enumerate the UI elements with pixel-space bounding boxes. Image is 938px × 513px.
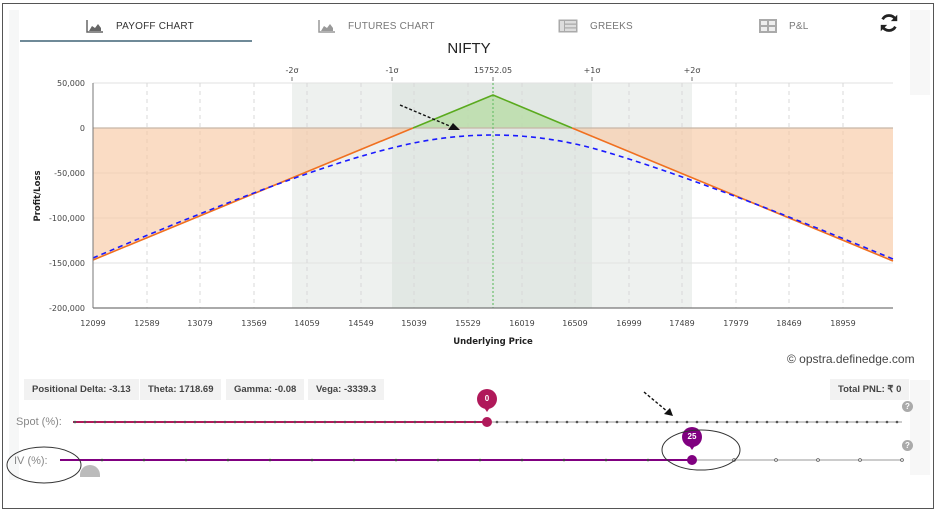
watermark: © opstra.definedge.com xyxy=(787,352,915,366)
refresh-icon[interactable] xyxy=(878,12,900,34)
spot-slider-handle[interactable] xyxy=(482,417,492,427)
svg-text:17489: 17489 xyxy=(669,319,694,328)
tab-futures-chart[interactable]: FUTURES CHART xyxy=(318,10,435,42)
svg-text:50,000: 50,000 xyxy=(57,79,85,88)
spot-help-icon[interactable]: ? xyxy=(902,401,913,412)
annotation-arrow-2 xyxy=(643,391,673,416)
svg-text:-50,000: -50,000 xyxy=(54,169,85,178)
svg-text:13079: 13079 xyxy=(187,319,212,328)
right-panel-lower xyxy=(910,380,930,475)
expiry-profit-line xyxy=(412,94,573,129)
svg-text:15529: 15529 xyxy=(455,319,480,328)
table-list-icon xyxy=(558,19,578,33)
spot-slider-label: Spot (%): xyxy=(16,416,62,428)
svg-text:0: 0 xyxy=(80,124,85,133)
sigma2-band-left xyxy=(292,83,392,308)
x-axis-label: Underlying Price xyxy=(453,337,533,347)
svg-text:15752.05: 15752.05 xyxy=(474,66,512,75)
svg-text:+2σ: +2σ xyxy=(684,66,701,75)
tab-label: P&L xyxy=(789,20,809,32)
right-panel xyxy=(910,10,930,95)
sigma2-band-right xyxy=(592,83,692,308)
spot-value-pin: 0 xyxy=(477,389,497,412)
tab-payoff-chart[interactable]: PAYOFF CHART xyxy=(86,10,194,42)
y-tick-labels: 50,000 0 -50,000 -100,000 -150,000 -200,… xyxy=(49,79,85,313)
svg-text:-1σ: -1σ xyxy=(385,66,398,75)
svg-text:+1σ: +1σ xyxy=(584,66,601,75)
iv-value-pin: 25 xyxy=(682,427,702,450)
y-axis-label: Profit/Loss xyxy=(33,170,43,221)
vega-badge: Vega: -3339.3 xyxy=(308,379,385,400)
annotation-ellipses xyxy=(6,429,741,484)
t0-payoff-line xyxy=(92,134,894,260)
tab-bar: PAYOFF CHART FUTURES CHART GREEKS P&L xyxy=(20,10,910,42)
svg-text:13569: 13569 xyxy=(241,319,266,328)
svg-text:14059: 14059 xyxy=(294,319,319,328)
svg-text:17979: 17979 xyxy=(723,319,748,328)
sigma-labels: -2σ -1σ 15752.05 +1σ +2σ xyxy=(285,66,700,81)
svg-text:16509: 16509 xyxy=(562,319,587,328)
annotation-arrow xyxy=(399,104,453,128)
tab-label: GREEKS xyxy=(590,20,633,32)
iv-min-pin xyxy=(80,465,100,477)
theta-badge: Theta: 1718.69 xyxy=(140,379,222,400)
svg-text:-150,000: -150,000 xyxy=(49,259,85,268)
tab-pnl[interactable]: P&L xyxy=(759,10,809,42)
annotation-arrowhead xyxy=(448,123,460,130)
grid-icon xyxy=(759,19,777,33)
gamma-badge: Gamma: -0.08 xyxy=(226,379,305,400)
area-chart-icon xyxy=(86,20,103,33)
svg-text:14549: 14549 xyxy=(348,319,373,328)
svg-text:-2σ: -2σ xyxy=(285,66,298,75)
svg-text:18959: 18959 xyxy=(830,319,855,328)
svg-text:16999: 16999 xyxy=(616,319,641,328)
iv-slider[interactable] xyxy=(58,452,910,468)
active-tab-indicator xyxy=(20,40,252,42)
svg-text:18469: 18469 xyxy=(776,319,801,328)
positional-delta-badge: Positional Delta: -3.13 xyxy=(24,379,139,400)
area-chart-icon xyxy=(318,20,335,33)
x-tick-labels: 12099 12589 13079 13569 14059 14549 15039 15… xyxy=(80,319,855,328)
iv-help-icon[interactable]: ? xyxy=(902,440,913,451)
iv-slider-handle[interactable] xyxy=(687,455,697,465)
svg-text:-200,000: -200,000 xyxy=(49,304,85,313)
loss-area xyxy=(93,128,893,261)
chart-title: NIFTY xyxy=(447,40,491,57)
payoff-chart[interactable]: 50,000 0 -50,000 -100,000 -150,000 -200,… xyxy=(0,60,938,360)
spot-slider[interactable] xyxy=(70,414,910,430)
svg-text:12099: 12099 xyxy=(80,319,105,328)
svg-text:12589: 12589 xyxy=(134,319,159,328)
svg-text:15039: 15039 xyxy=(401,319,426,328)
svg-text:16019: 16019 xyxy=(509,319,534,328)
left-gutter xyxy=(9,10,19,480)
svg-text:-100,000: -100,000 xyxy=(49,214,85,223)
tab-greeks[interactable]: GREEKS xyxy=(558,10,633,42)
tab-label: PAYOFF CHART xyxy=(116,20,194,32)
tab-label: FUTURES CHART xyxy=(348,20,435,32)
iv-slider-label: IV (%): xyxy=(14,455,48,467)
total-pnl-badge: Total PNL: ₹ 0 xyxy=(830,379,910,400)
